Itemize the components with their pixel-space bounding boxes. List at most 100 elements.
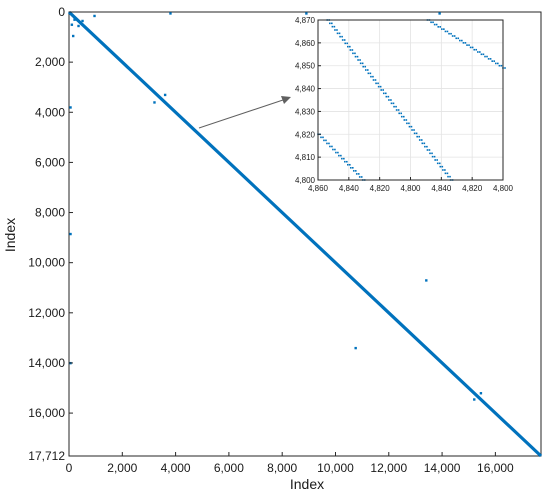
- inset-point: [482, 53, 485, 56]
- inset-point: [441, 165, 444, 168]
- inset-point: [405, 119, 408, 121]
- inset-point: [346, 42, 349, 45]
- inset-point: [487, 58, 490, 60]
- inset-point: [332, 148, 334, 151]
- inset-point: [374, 79, 377, 81]
- inset-point: [392, 102, 395, 105]
- nonzero-point: [163, 93, 167, 97]
- nonzero-point: [425, 279, 428, 282]
- inset-point: [349, 45, 351, 48]
- inset-y-tick-label: 4,800: [295, 176, 316, 185]
- inset-point: [491, 60, 494, 62]
- y-tick-label: 16,000: [28, 406, 65, 420]
- inset-point: [366, 69, 369, 71]
- inset-point: [357, 59, 359, 61]
- inset-point: [449, 175, 451, 178]
- inset-point: [337, 151, 339, 154]
- y-tick-label: 17,712: [28, 449, 65, 463]
- x-tick-label: 2,000: [107, 461, 137, 475]
- inset-point: [320, 136, 322, 139]
- inset-point: [447, 175, 449, 178]
- inset-point: [430, 21, 432, 24]
- inset-x-tick-label: 4,800: [400, 184, 421, 193]
- inset-point: [372, 75, 374, 78]
- inset-point: [433, 23, 436, 26]
- nonzero-point: [69, 106, 72, 109]
- inset-point: [443, 28, 445, 30]
- inset-point: [352, 170, 355, 172]
- inset-point: [384, 92, 387, 95]
- inset-point: [457, 37, 460, 40]
- inset-point: [333, 25, 336, 28]
- inset-point: [388, 99, 390, 101]
- inset-point: [439, 26, 442, 28]
- inset-point: [411, 129, 413, 131]
- inset-y-tick-label: 4,830: [295, 107, 316, 116]
- inset-point: [400, 112, 402, 115]
- inset-point: [361, 62, 364, 65]
- inset-point: [444, 30, 447, 33]
- inset-point: [432, 21, 434, 24]
- inset-point: [477, 51, 479, 53]
- inset-point: [466, 44, 468, 46]
- inset-point: [408, 122, 410, 125]
- inset-y-tick-label: 4,810: [295, 153, 316, 162]
- inset-point: [354, 55, 357, 58]
- inset-point: [325, 139, 327, 142]
- inset-point: [354, 170, 357, 172]
- inset-point: [377, 82, 379, 85]
- inset-point: [421, 142, 424, 145]
- inset-point: [468, 44, 470, 46]
- inset-point: [338, 32, 341, 35]
- inset-point: [334, 148, 336, 151]
- inset-point: [418, 139, 421, 141]
- nonzero-point: [479, 392, 483, 395]
- x-tick-label: 4,000: [161, 461, 191, 475]
- inset-point: [369, 72, 372, 75]
- inset-point: [428, 149, 431, 151]
- inset-point: [359, 62, 362, 65]
- inset-y-tick-label: 4,840: [295, 85, 316, 94]
- inset-point: [360, 176, 363, 178]
- inset-point: [437, 26, 440, 28]
- inset-point: [451, 35, 454, 37]
- inset-y-tick-label: 4,820: [295, 130, 316, 139]
- inset-point: [438, 162, 441, 165]
- inset-x-tick-label: 4,820: [370, 184, 391, 193]
- nonzero-point: [70, 23, 74, 26]
- inset-point: [355, 173, 358, 175]
- inset-point: [339, 35, 341, 38]
- nonzero-point: [473, 398, 476, 401]
- inset-point: [462, 42, 465, 44]
- inset-point: [370, 75, 372, 78]
- inset-point: [418, 135, 420, 138]
- inset-point: [479, 51, 481, 53]
- inset-point: [416, 135, 418, 138]
- nonzero-point: [93, 14, 96, 18]
- inset-point: [426, 145, 428, 148]
- inset-point: [436, 162, 439, 165]
- x-tick-label: 12,000: [370, 461, 407, 475]
- nonzero-point: [69, 232, 72, 236]
- inset-point: [489, 58, 492, 60]
- inset-point: [343, 157, 345, 160]
- inset-point: [364, 65, 367, 68]
- inset-point: [410, 125, 413, 128]
- inset-point: [343, 39, 346, 41]
- inset-point: [408, 125, 411, 128]
- inset-point: [459, 39, 461, 42]
- inset-point: [351, 49, 354, 51]
- inset-point: [469, 46, 472, 49]
- nonzero-point: [354, 346, 357, 350]
- inset-x-tick-label: 4,820: [462, 184, 483, 193]
- inset-point: [435, 23, 438, 26]
- inset-point: [362, 65, 365, 68]
- inset-point: [486, 55, 488, 58]
- inset-point: [340, 154, 342, 157]
- inset-point: [387, 95, 390, 98]
- inset-point: [448, 32, 450, 35]
- inset-point: [331, 145, 333, 148]
- nonzero-point: [81, 19, 84, 23]
- inset-point: [461, 39, 463, 42]
- inset-point: [349, 163, 351, 166]
